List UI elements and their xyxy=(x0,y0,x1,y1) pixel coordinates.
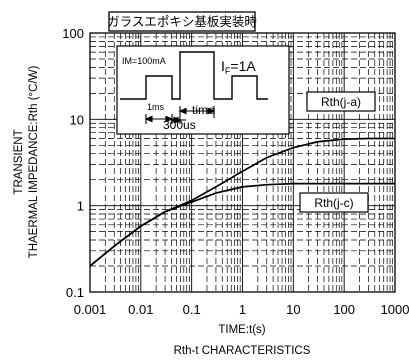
series-name-rth-jc: Rth(j-c) xyxy=(314,196,353,210)
y-tick-label: 100 xyxy=(62,26,84,41)
x-axis-label: TIME:t(s) xyxy=(218,324,265,336)
y-tick-label: 10 xyxy=(70,112,84,127)
inset-period-label: 300us xyxy=(163,118,196,132)
x-tick-label: 0.001 xyxy=(74,302,107,317)
dimension-arrows xyxy=(144,106,216,124)
x-tick-label: 1000 xyxy=(381,302,409,317)
pulse-inset: IM=100mA IF=1A 1ms time 300us xyxy=(116,45,290,135)
x-tick-label: 1 xyxy=(239,302,246,317)
x-tick-label: 0.1 xyxy=(183,302,201,317)
inset-if-label: IF=1A xyxy=(221,58,256,76)
chart-title: ガラスエポキシ基板実装時 xyxy=(107,14,257,29)
label-rth-ja: Rth(j-a) xyxy=(306,91,376,112)
curves xyxy=(89,137,395,267)
y-axis-label-line1: TRANSIENT xyxy=(13,129,25,194)
x-tick-labels: 0.001 0.01 0.1 1 10 100 1000 xyxy=(74,302,409,317)
x-tick-label: 0.01 xyxy=(128,302,153,317)
y-tick-labels: 0.1 1 10 100 xyxy=(62,26,84,300)
y-tick-label: 1 xyxy=(77,199,84,214)
x-tick-label: 10 xyxy=(286,302,300,317)
y-tick-label: 0.1 xyxy=(66,285,84,300)
title-box: ガラスエポキシ基板実装時 xyxy=(107,11,257,32)
inset-im-label: IM=100mA xyxy=(122,56,166,66)
chart-subtitle: Rth-t CHARACTERISTICS xyxy=(174,345,311,357)
label-rth-jc: Rth(j-c) xyxy=(299,192,369,213)
pulse-waveform xyxy=(120,51,268,100)
x-tick-label: 100 xyxy=(333,302,355,317)
series-line-rth-jc xyxy=(89,182,395,267)
plot-frame xyxy=(89,32,396,293)
series-name-rth-ja: Rth(j-a) xyxy=(321,95,361,109)
y-axis-label-line2: THAERMAL IMPEDANCE:Rth (°C/W) xyxy=(28,66,40,259)
inset-pulse-width: 1ms xyxy=(147,102,165,112)
